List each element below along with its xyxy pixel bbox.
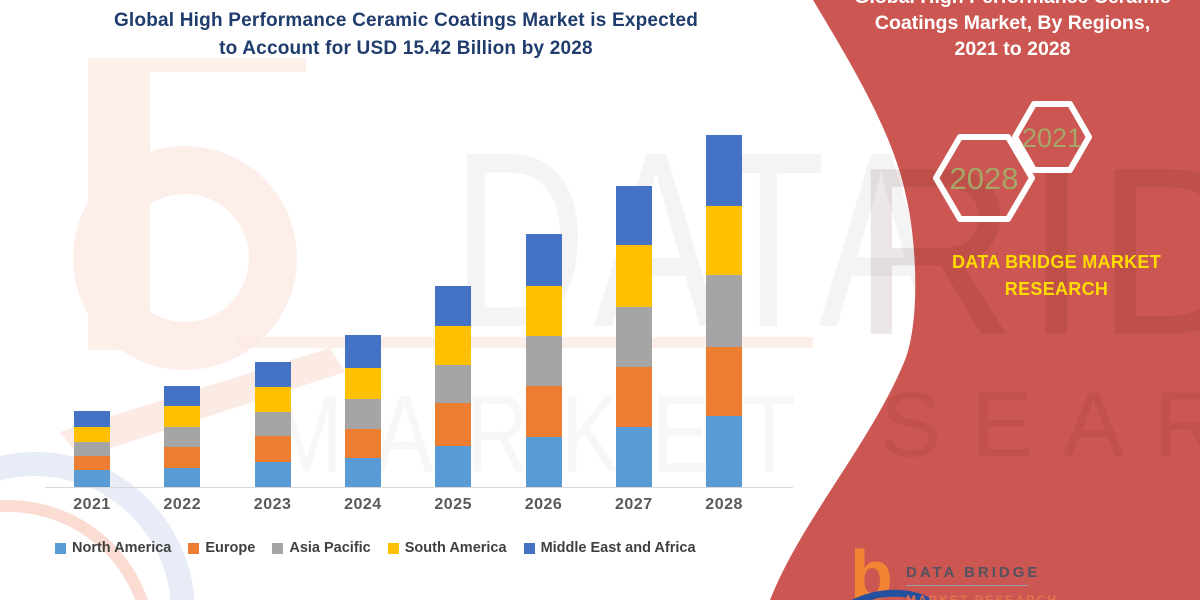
legend-swatch-asia-pacific: [272, 542, 284, 554]
bar-2024-middle-east-and-africa: [344, 335, 381, 369]
bar-2024-south-america: [344, 368, 381, 400]
x-tick-label-2022: 2022: [163, 496, 202, 513]
bar-2027-europe: [615, 366, 652, 427]
legend-swatch-middle-east-and-africa: [523, 542, 535, 554]
footer-logo-rule: [906, 585, 1028, 586]
legend-swatch-south-america: [387, 542, 399, 554]
bar-2026-north-america: [525, 437, 562, 487]
bar-2026-asia-pacific: [525, 336, 562, 387]
panel-heading-line3: 2021 to 2028: [954, 38, 1071, 60]
bar-2023-europe: [254, 435, 291, 462]
x-tick-label-2023: 2023: [253, 496, 292, 513]
legend-item-middle-east-and-africa: Middle East and Africa: [523, 540, 696, 556]
bar-2023-asia-pacific: [254, 411, 291, 436]
legend-label-south-america: South America: [404, 540, 507, 556]
hexagon-2021-label: 2021: [1022, 123, 1082, 153]
panel-watermark-text-row2: SEARCH: [880, 374, 1200, 476]
bar-2025-south-america: [435, 326, 472, 365]
panel-heading-line2: Coatings Market, By Regions,: [874, 12, 1151, 34]
chart-title-line1: Global High Performance Ceramic Coatings…: [113, 10, 699, 31]
bar-2028-europe: [706, 347, 743, 416]
bar-2023-south-america: [254, 386, 291, 412]
x-axis-line: [45, 487, 793, 488]
legend-label-middle-east-and-africa: Middle East and Africa: [540, 540, 696, 556]
bar-2028-north-america: [706, 416, 743, 487]
chart-title-line2: to Account for USD 15.42 Billion by 2028: [219, 38, 593, 59]
bar-2021-asia-pacific: [74, 442, 110, 457]
bar-2022-south-america: [164, 406, 201, 427]
bar-2027-south-america: [615, 244, 652, 307]
x-tick-label-2025: 2025: [434, 496, 472, 513]
bar-2025-north-america: [435, 445, 472, 487]
footer-logo-name: DATA BRIDGE: [906, 564, 1041, 581]
bar-2023-middle-east-and-africa: [254, 361, 291, 387]
footer-logo-b-icon: b: [850, 536, 893, 600]
legend-item-asia-pacific: Asia Pacific: [272, 540, 371, 556]
bar-2024-north-america: [344, 458, 381, 487]
bar-2028-middle-east-and-africa: [706, 135, 743, 207]
legend-item-south-america: South America: [387, 540, 507, 556]
bar-2025-europe: [435, 403, 472, 446]
chart-title: Global High Performance Ceramic Coatings…: [0, 7, 812, 63]
chart-legend: North America Europe Asia Pacific South Ame…: [55, 540, 696, 556]
panel-brand-line1: DATA BRIDGE MARKET: [951, 252, 1162, 272]
red-panel-shape: [770, 0, 1200, 600]
bar-2027-north-america: [615, 427, 652, 487]
legend-item-europe: Europe: [188, 540, 255, 556]
bar-2022-middle-east-and-africa: [164, 385, 201, 406]
bar-2021-europe: [74, 456, 110, 471]
bar-2027-asia-pacific: [615, 306, 652, 367]
footer-logo-subline-clipped: MARKET RESEARCH: [906, 593, 1059, 600]
x-tick-label-2027: 2027: [615, 496, 653, 513]
bar-2021-south-america: [74, 427, 110, 443]
x-tick-label-2021: 2021: [73, 496, 111, 513]
bar-2028-asia-pacific: [706, 275, 743, 347]
bar-2028-south-america: [706, 206, 743, 276]
hexagon-2021: 2021: [1012, 101, 1092, 173]
bar-2022-europe: [164, 447, 201, 468]
bar-2026-south-america: [525, 286, 562, 337]
x-tick-label-2028: 2028: [705, 496, 743, 513]
hexagon-2028-label: 2028: [950, 161, 1019, 196]
x-tick-label-2026: 2026: [524, 496, 563, 513]
legend-label-europe: Europe: [205, 540, 256, 556]
legend-swatch-north-america: [55, 542, 66, 554]
panel-heading: Global High Performance Ceramic Coatings…: [845, 0, 1180, 62]
legend-label-north-america: North America: [72, 540, 172, 556]
x-tick-label-2024: 2024: [344, 496, 382, 513]
bar-2021-middle-east-and-africa: [74, 411, 110, 428]
bar-2025-middle-east-and-africa: [435, 286, 472, 327]
panel-brand-text: DATA BRIDGE MARKET RESEARCH: [915, 249, 1198, 303]
legend-item-north-america: North America: [55, 540, 171, 556]
bar-2024-asia-pacific: [344, 399, 381, 429]
bar-2025-asia-pacific: [435, 365, 472, 403]
stacked-bar-chart: 2021 2022 2023 2024 2025 2026 2027 2028: [45, 135, 793, 513]
bar-2024-europe: [344, 429, 381, 458]
bar-2026-middle-east-and-africa: [525, 234, 562, 287]
panel-brand-line2: RESEARCH: [1004, 279, 1109, 299]
hexagon-2028: 2028: [933, 134, 1035, 222]
bar-2026-europe: [525, 386, 562, 437]
bar-2022-asia-pacific: [164, 427, 201, 448]
panel-heading-clipped-line: Global High Performance Ceramic: [845, 0, 1180, 10]
bar-2027-middle-east-and-africa: [615, 185, 652, 245]
bar-2023-north-america: [254, 461, 291, 487]
bar-2022-north-america: [164, 468, 201, 487]
legend-swatch-europe: [188, 542, 200, 554]
bar-2021-north-america: [74, 470, 110, 487]
legend-label-asia-pacific: Asia Pacific: [289, 540, 371, 556]
